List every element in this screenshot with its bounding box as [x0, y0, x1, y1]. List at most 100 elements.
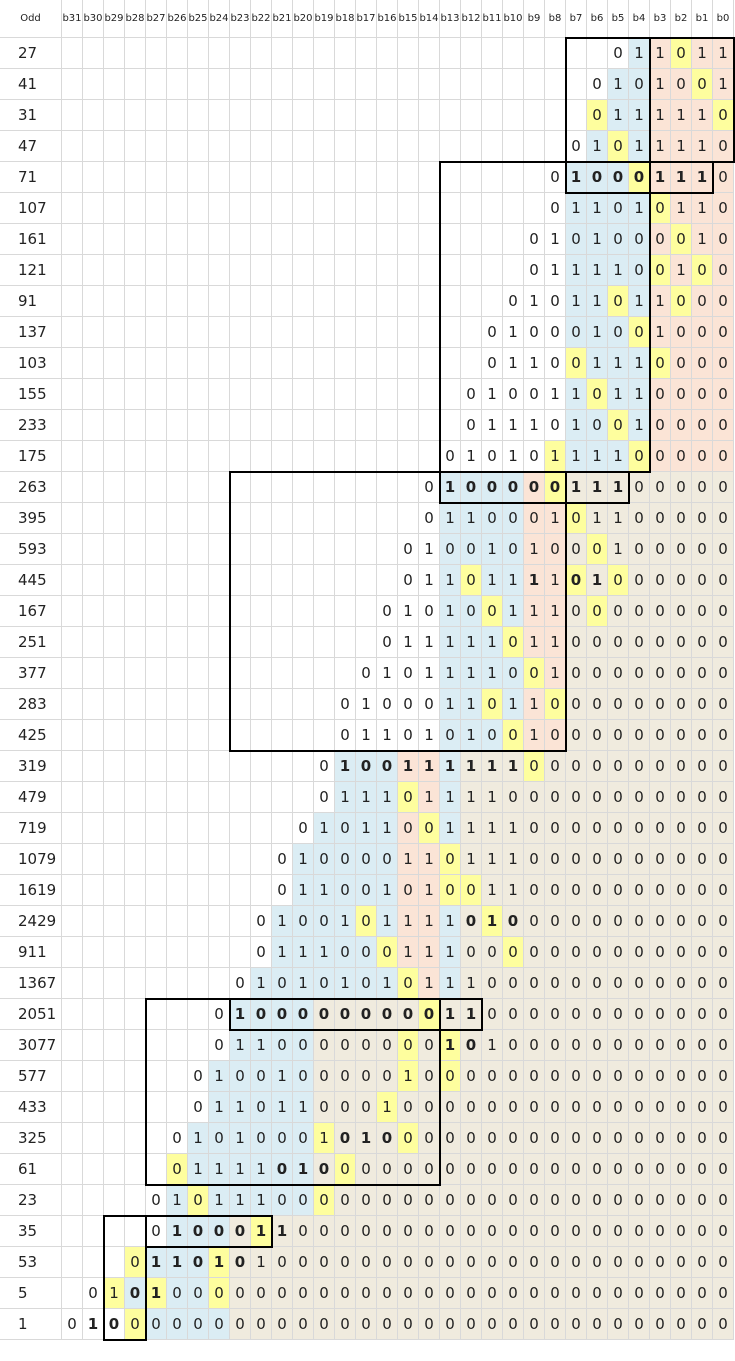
bit-cell[interactable]: 0 — [503, 906, 524, 937]
bit-cell[interactable]: 0 — [587, 751, 608, 782]
bit-cell[interactable]: 0 — [713, 472, 734, 503]
bit-cell[interactable]: 0 — [692, 472, 713, 503]
bit-cell[interactable]: 1 — [356, 782, 377, 813]
bit-cell[interactable]: 1 — [440, 1030, 461, 1061]
bit-cell[interactable]: 0 — [482, 596, 503, 627]
bit-cell[interactable]: 0 — [335, 844, 356, 875]
bit-cell[interactable]: 1 — [692, 131, 713, 162]
bit-cell[interactable]: 1 — [440, 658, 461, 689]
bit-cell[interactable]: 0 — [335, 1061, 356, 1092]
bit-cell[interactable]: 0 — [461, 1278, 482, 1309]
bit-cell[interactable]: 1 — [377, 782, 398, 813]
bit-cell[interactable]: 0 — [461, 534, 482, 565]
row-label[interactable]: 71 — [0, 162, 62, 193]
bit-cell[interactable]: 0 — [524, 1030, 545, 1061]
bit-cell[interactable]: 0 — [524, 379, 545, 410]
bit-cell[interactable]: 0 — [314, 1061, 335, 1092]
bit-cell[interactable]: 0 — [545, 1061, 566, 1092]
bit-cell[interactable]: 0 — [587, 1030, 608, 1061]
bit-cell[interactable]: 0 — [650, 782, 671, 813]
bit-cell[interactable]: 0 — [671, 69, 692, 100]
bit-cell[interactable]: 0 — [608, 720, 629, 751]
bit-cell[interactable]: 0 — [167, 1123, 188, 1154]
bit-cell[interactable]: 0 — [566, 720, 587, 751]
bit-cell[interactable]: 0 — [524, 1185, 545, 1216]
bit-cell[interactable]: 0 — [629, 782, 650, 813]
bit-cell[interactable]: 0 — [524, 782, 545, 813]
bit-cell[interactable]: 0 — [398, 1092, 419, 1123]
bit-cell[interactable]: 0 — [650, 1247, 671, 1278]
bit-cell[interactable]: 0 — [566, 596, 587, 627]
bit-cell[interactable]: 1 — [461, 503, 482, 534]
bit-cell[interactable]: 0 — [398, 1185, 419, 1216]
bit-cell[interactable]: 0 — [629, 1278, 650, 1309]
bit-cell[interactable]: 0 — [419, 813, 440, 844]
bit-cell[interactable]: 0 — [545, 751, 566, 782]
row-label[interactable]: 167 — [0, 596, 62, 627]
bit-cell[interactable]: 0 — [461, 472, 482, 503]
bit-cell[interactable]: 0 — [608, 1185, 629, 1216]
bit-cell[interactable]: 0 — [524, 1309, 545, 1340]
bit-cell[interactable]: 0 — [650, 255, 671, 286]
bit-cell[interactable]: 0 — [398, 1247, 419, 1278]
bit-cell[interactable]: 1 — [251, 1185, 272, 1216]
bit-cell[interactable]: 0 — [440, 1216, 461, 1247]
bit-cell[interactable]: 0 — [524, 1247, 545, 1278]
bit-cell[interactable]: 0 — [587, 627, 608, 658]
bit-cell[interactable]: 0 — [713, 751, 734, 782]
bit-cell[interactable]: 0 — [671, 999, 692, 1030]
bit-cell[interactable]: 1 — [629, 379, 650, 410]
bit-cell[interactable]: 0 — [713, 565, 734, 596]
bit-cell[interactable]: 0 — [398, 565, 419, 596]
bit-cell[interactable]: 0 — [650, 565, 671, 596]
bit-cell[interactable]: 0 — [566, 782, 587, 813]
row-label[interactable]: 47 — [0, 131, 62, 162]
bit-cell[interactable]: 1 — [587, 472, 608, 503]
bit-cell[interactable]: 0 — [629, 162, 650, 193]
bit-cell[interactable]: 0 — [671, 1278, 692, 1309]
bit-cell[interactable]: 1 — [587, 317, 608, 348]
bit-cell[interactable]: 0 — [587, 1247, 608, 1278]
bit-cell[interactable]: 0 — [377, 1216, 398, 1247]
bit-cell[interactable]: 0 — [566, 844, 587, 875]
bit-cell[interactable]: 0 — [629, 1247, 650, 1278]
bit-cell[interactable]: 0 — [461, 1247, 482, 1278]
bit-cell[interactable]: 1 — [482, 844, 503, 875]
bit-cell[interactable]: 1 — [272, 1092, 293, 1123]
bit-cell[interactable]: 0 — [671, 813, 692, 844]
bit-cell[interactable]: 0 — [545, 317, 566, 348]
bit-cell[interactable]: 1 — [692, 162, 713, 193]
bit-cell[interactable]: 0 — [713, 658, 734, 689]
column-header-b8[interactable]: b8 — [545, 0, 566, 38]
bit-cell[interactable]: 0 — [692, 1061, 713, 1092]
row-label[interactable]: 445 — [0, 565, 62, 596]
bit-cell[interactable]: 1 — [167, 1247, 188, 1278]
bit-cell[interactable]: 0 — [713, 1030, 734, 1061]
bit-cell[interactable]: 1 — [293, 1154, 314, 1185]
bit-cell[interactable]: 0 — [650, 1030, 671, 1061]
bit-cell[interactable]: 0 — [272, 875, 293, 906]
bit-cell[interactable]: 0 — [251, 1092, 272, 1123]
bit-cell[interactable]: 0 — [188, 1092, 209, 1123]
bit-cell[interactable]: 0 — [524, 1061, 545, 1092]
bit-cell[interactable]: 0 — [587, 782, 608, 813]
bit-cell[interactable]: 0 — [356, 1061, 377, 1092]
row-label[interactable]: 91 — [0, 286, 62, 317]
row-label[interactable]: 1367 — [0, 968, 62, 999]
bit-cell[interactable]: 0 — [650, 472, 671, 503]
bit-cell[interactable]: 1 — [566, 255, 587, 286]
bit-cell[interactable]: 0 — [671, 720, 692, 751]
bit-cell[interactable]: 0 — [167, 1154, 188, 1185]
bit-cell[interactable]: 0 — [671, 751, 692, 782]
bit-cell[interactable]: 0 — [356, 844, 377, 875]
bit-cell[interactable]: 0 — [608, 565, 629, 596]
bit-cell[interactable]: 0 — [566, 875, 587, 906]
bit-cell[interactable]: 1 — [230, 1030, 251, 1061]
bit-cell[interactable]: 1 — [545, 565, 566, 596]
bit-cell[interactable]: 1 — [377, 1092, 398, 1123]
bit-cell[interactable]: 0 — [671, 1216, 692, 1247]
bit-cell[interactable]: 0 — [356, 1030, 377, 1061]
row-label[interactable]: 61 — [0, 1154, 62, 1185]
bit-cell[interactable]: 0 — [440, 1309, 461, 1340]
bit-cell[interactable]: 0 — [629, 751, 650, 782]
